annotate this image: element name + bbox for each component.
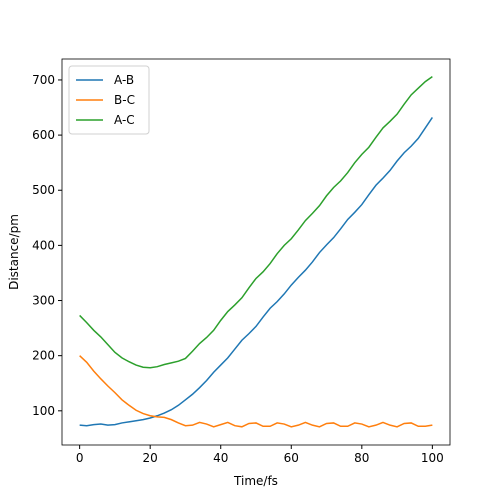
line-series [79,76,433,369]
legend-box [68,65,150,135]
x-axis-label: Time/fs [233,474,278,488]
x-tick-label: 100 [421,451,444,465]
y-tick-label: 500 [32,183,55,197]
y-axis-label: Distance/pm [7,214,21,290]
x-tick-label: 60 [284,451,299,465]
x-tick-label: 20 [143,451,158,465]
y-tick-label: 300 [32,294,55,308]
x-tick-label: 0 [76,451,84,465]
y-tick-label: 700 [32,73,55,87]
legend-label: A-C [114,113,135,127]
line-series [79,355,433,428]
legend-label: A-B [114,73,134,87]
y-tick-label: 100 [32,404,55,418]
legend-label: B-C [114,93,135,107]
y-tick-label: 400 [32,238,55,252]
y-tick-label: 200 [32,349,55,363]
plot-frame [61,58,451,446]
x-tick-label: 80 [354,451,369,465]
line-series [79,117,433,427]
y-tick-label: 600 [32,128,55,142]
x-tick-label: 40 [213,451,228,465]
